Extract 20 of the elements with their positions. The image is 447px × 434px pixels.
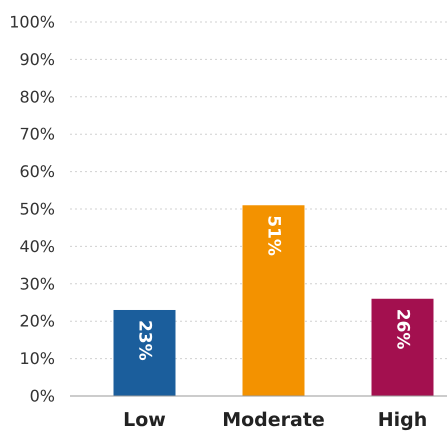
y-tick-label: 100% <box>9 12 55 32</box>
y-tick-label: 50% <box>19 200 55 218</box>
x-tick-label: Moderate <box>222 409 325 431</box>
x-tick-label: High <box>378 409 428 431</box>
bar <box>372 298 434 396</box>
y-tick-label: 80% <box>19 87 55 106</box>
data-label: 26% <box>392 308 412 350</box>
y-tick-label: 0% <box>30 386 55 406</box>
x-tick-label: Low <box>123 409 166 431</box>
y-tick-label: 30% <box>19 274 55 294</box>
y-tick-label: 70% <box>19 124 55 144</box>
y-tick-label: 60% <box>19 162 55 182</box>
y-tick-label: 10% <box>19 349 55 368</box>
bar <box>114 310 176 396</box>
y-tick-label: 20% <box>19 312 55 331</box>
y-tick-label: 40% <box>19 236 55 256</box>
y-tick-label: 90% <box>19 50 55 69</box>
data-label: 51% <box>264 215 284 256</box>
data-label: 23% <box>134 320 154 361</box>
bar <box>242 205 304 396</box>
